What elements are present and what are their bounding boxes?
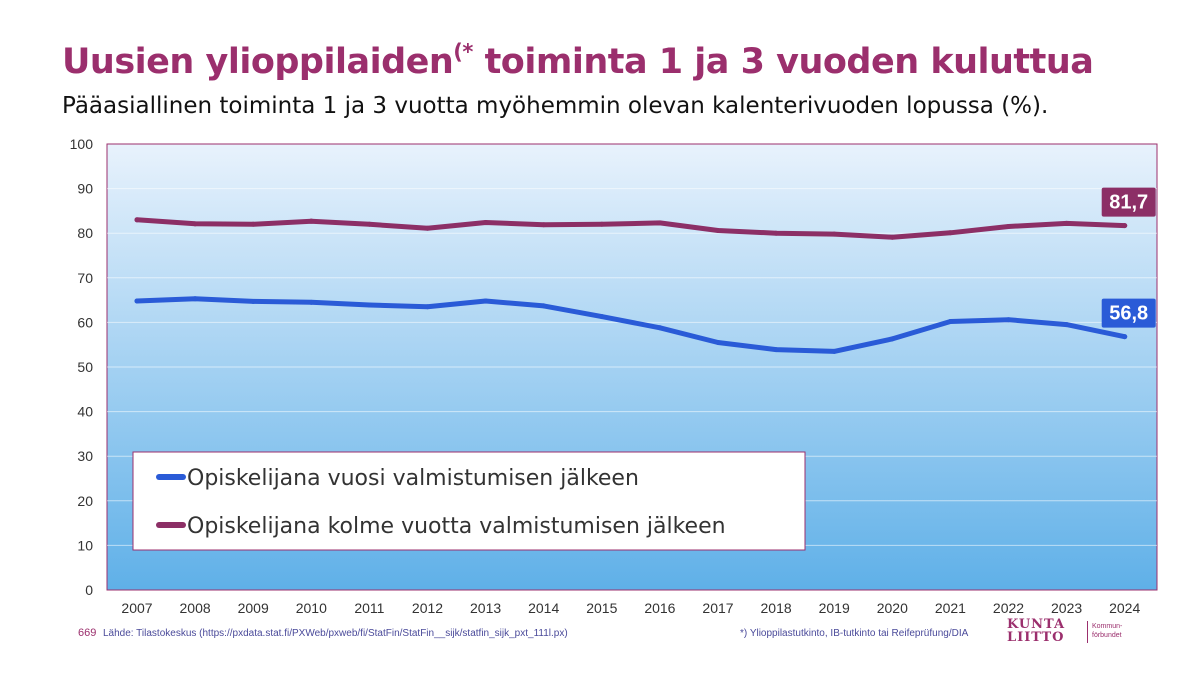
x-tick-label: 2015 [586,600,617,616]
page-subtitle: Pääasiallinen toiminta 1 ja 3 vuotta myö… [62,93,1049,119]
legend-label: Opiskelijana kolme vuotta valmistumisen … [187,514,726,539]
y-tick-label: 50 [77,359,93,375]
data-point [192,296,198,302]
data-point [889,234,895,240]
data-point [366,221,372,227]
logo-sub1: Kommun- [1092,623,1123,630]
x-tick-label: 2008 [180,600,211,616]
y-tick-label: 60 [77,314,93,330]
x-tick-label: 2009 [238,600,269,616]
x-tick-label: 2012 [412,600,443,616]
logo-line2: LIITTO [1007,630,1065,645]
x-tick-label: 2011 [354,600,384,616]
series-line-2 [134,217,1128,240]
source-note: Lähde: Tilastokeskus (https://pxdata.sta… [103,628,568,639]
y-tick-label: 90 [77,181,93,197]
logo-line1: KUNTA [1007,617,1066,632]
data-point [541,222,547,228]
y-tick-label: 100 [70,136,94,152]
legend-box [132,451,806,551]
data-point [773,347,779,353]
x-tick-label: 2007 [121,600,152,616]
end-value-box [1101,187,1156,217]
y-tick-label: 20 [77,493,93,509]
data-point [483,298,489,304]
x-tick-label: 2021 [935,600,966,616]
data-point [947,319,953,325]
data-point [308,218,314,224]
data-point [599,314,605,320]
end-value-label: 56,8 [1109,303,1148,325]
x-tick-label: 2024 [1109,600,1140,616]
legend-label: Opiskelijana vuosi valmistumisen jälkeen [187,466,639,491]
x-tick-label: 2019 [819,600,850,616]
y-tick-label: 10 [77,537,93,553]
data-point [1122,223,1128,229]
data-point [657,220,663,226]
data-point [1064,322,1070,328]
data-point [715,339,721,345]
data-point [366,302,372,308]
legend: Opiskelijana vuosi valmistumisen jälkeen… [132,451,806,551]
data-point [831,348,837,354]
title-main: Uusien ylioppilaiden [62,42,454,82]
title-footnote-mark: (* [453,40,473,64]
data-point [657,325,663,331]
data-point [1006,317,1011,323]
data-point [308,299,314,305]
data-point [250,298,256,304]
y-tick-label: 0 [85,582,93,598]
x-tick-label: 2017 [702,600,733,616]
data-point [483,219,489,225]
data-point [1064,220,1070,226]
data-point [541,303,547,309]
x-tick-label: 2023 [1051,600,1082,616]
y-tick-label: 80 [77,225,93,241]
data-point [250,221,256,227]
data-point [773,230,779,236]
end-value-label: 81,7 [1109,192,1148,214]
data-point [425,225,430,231]
x-tick-label: 2014 [528,600,559,616]
x-tick-label: 2013 [470,600,501,616]
x-tick-label: 2018 [761,600,792,616]
y-tick-label: 30 [77,448,93,464]
title-rest: toiminta 1 ja 3 vuoden kuluttua [472,42,1094,82]
data-point [715,228,721,234]
data-point [134,217,140,223]
page-number: 669 [78,627,97,639]
data-point [947,230,953,236]
kuntaliitto-logo: KUNTA LIITTO Kommun- förbundet [1007,618,1157,648]
x-tick-label: 2010 [296,600,327,616]
data-point [831,231,837,237]
x-tick-label: 2022 [993,600,1024,616]
x-tick-label: 2016 [644,600,675,616]
data-point [134,298,140,304]
logo-sub2: förbundet [1092,632,1122,639]
data-point [425,304,430,310]
y-tick-label: 70 [77,270,93,286]
data-point [599,221,605,227]
data-point [889,336,895,342]
logo-separator [1087,621,1088,643]
data-point [1122,334,1128,340]
end-value-box [1101,298,1156,328]
footnote: *) Ylioppilastutkinto, IB-tutkinto tai R… [740,628,969,639]
data-point [1006,224,1011,230]
x-tick-label: 2020 [877,600,908,616]
series-line-1 [134,296,1128,354]
page-title: Uusien ylioppilaiden(* toiminta 1 ja 3 v… [62,40,1094,82]
y-tick-label: 40 [77,404,93,420]
data-point [192,221,198,227]
